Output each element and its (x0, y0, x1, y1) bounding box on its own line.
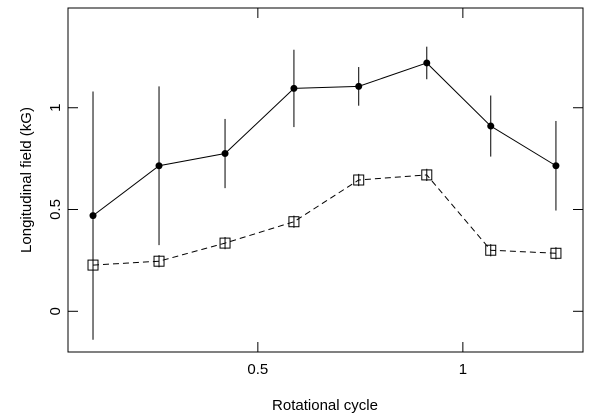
point (288, 216, 300, 228)
point (423, 59, 431, 67)
point (550, 247, 562, 259)
y-tick-label: 1 (47, 104, 64, 112)
point (153, 255, 165, 267)
x-tick-label: 0.5 (247, 361, 268, 378)
point (353, 174, 365, 186)
point (421, 169, 433, 181)
point (219, 237, 231, 249)
y-axis-label: Longitudinal field (kG) (18, 107, 35, 253)
x-tick-label: 1 (459, 361, 467, 378)
plot-frame (67, 7, 584, 353)
point (155, 162, 163, 170)
y-tick-label: 0.5 (47, 199, 64, 220)
point (89, 212, 97, 220)
x-axis-label: Rotational cycle (272, 397, 378, 414)
series-line (92, 62, 557, 217)
point (355, 82, 363, 90)
series-line (92, 174, 556, 266)
y-tick-label: 0 (47, 307, 64, 315)
point (87, 259, 99, 271)
point (221, 150, 229, 158)
point (552, 162, 560, 170)
point (290, 84, 298, 92)
point (487, 122, 495, 130)
point (485, 244, 497, 256)
